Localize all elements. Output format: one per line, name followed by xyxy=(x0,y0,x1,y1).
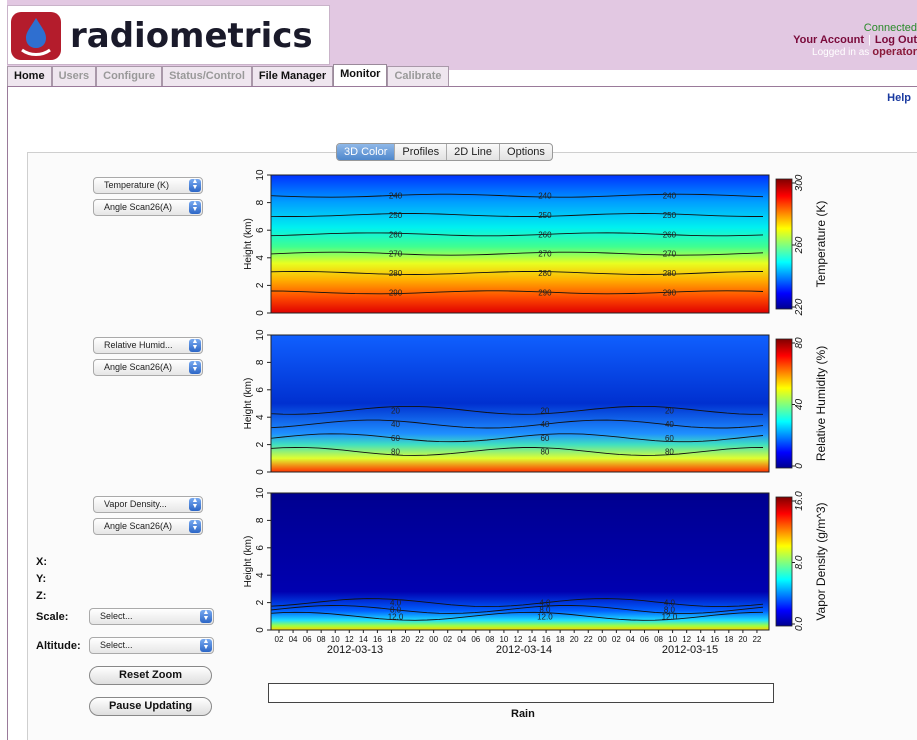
select-arrows-icon: ▲ ▼ xyxy=(189,360,201,374)
rain-bar xyxy=(268,683,774,703)
tab-home[interactable]: Home xyxy=(7,66,52,86)
connection-status: Connected xyxy=(863,22,917,34)
y-readout: Y: xyxy=(36,573,47,585)
plot2-variable-select[interactable]: Relative Humid... ▲ ▼ xyxy=(93,337,203,354)
altitude-label: Altitude: xyxy=(36,640,81,652)
logo-icon xyxy=(11,12,61,60)
tab-divider xyxy=(7,86,917,87)
tab-configure[interactable]: Configure xyxy=(96,66,163,86)
pause-updating-button[interactable]: Pause Updating xyxy=(89,697,212,716)
plot1-variable-select[interactable]: Temperature (K) ▲ ▼ xyxy=(93,177,203,194)
logged-in-label: Logged in as xyxy=(812,47,870,58)
rain-label: Rain xyxy=(511,708,535,720)
help-link[interactable]: Help xyxy=(887,92,911,104)
view-tab-options[interactable]: Options xyxy=(507,146,545,158)
logo-text: radiometrics xyxy=(70,16,313,56)
select-arrows-icon: ▲ ▼ xyxy=(189,338,201,352)
altitude-select[interactable]: Select... ▲ ▼ xyxy=(89,637,214,654)
select-arrows-icon: ▲ ▼ xyxy=(200,609,212,623)
select-arrows-icon: ▲ ▼ xyxy=(200,638,212,652)
logout-link[interactable]: Log Out xyxy=(874,34,917,46)
scale-label: Scale: xyxy=(36,611,69,623)
select-arrows-icon: ▲ ▼ xyxy=(189,200,201,214)
plot3-scan-select[interactable]: Angle Scan26(A) ▲ ▼ xyxy=(93,518,203,535)
tab-file-manager[interactable]: File Manager xyxy=(251,66,334,86)
z-readout: Z: xyxy=(36,590,47,602)
view-tab-3d-color[interactable]: 3D Color xyxy=(337,144,396,160)
username: operator xyxy=(872,46,917,58)
select-arrows-icon: ▲ ▼ xyxy=(189,519,201,533)
scale-select[interactable]: Select... ▲ ▼ xyxy=(89,608,214,625)
plot1-scan-select[interactable]: Angle Scan26(A) ▲ ▼ xyxy=(93,199,203,216)
main-tabs: Home Users Configure Status/Control File Man… xyxy=(7,64,449,86)
tab-monitor[interactable]: Monitor xyxy=(333,64,388,86)
view-tab-2d-line[interactable]: 2D Line xyxy=(447,144,501,160)
x-readout: X: xyxy=(36,556,47,568)
radiometrics-logo: radiometrics xyxy=(7,5,330,65)
plot3-variable-select[interactable]: Vapor Density... ▲ ▼ xyxy=(93,496,203,513)
plot2-scan-select[interactable]: Angle Scan26(A) ▲ ▼ xyxy=(93,359,203,376)
select-arrows-icon: ▲ ▼ xyxy=(189,178,201,192)
tab-users[interactable]: Users xyxy=(51,66,97,86)
view-tabs: 3D Color Profiles 2D Line Options xyxy=(336,143,553,161)
tab-status-control[interactable]: Status/Control xyxy=(162,66,252,86)
your-account-link[interactable]: Your Account xyxy=(793,34,864,46)
select-arrows-icon: ▲ ▼ xyxy=(189,497,201,511)
page-left-border xyxy=(7,86,8,740)
reset-zoom-button[interactable]: Reset Zoom xyxy=(89,666,212,685)
tab-calibrate[interactable]: Calibrate xyxy=(387,66,449,86)
view-tab-profiles[interactable]: Profiles xyxy=(395,144,448,160)
account-area: Connected Your Account | Log Out Logged in… xyxy=(793,22,917,58)
